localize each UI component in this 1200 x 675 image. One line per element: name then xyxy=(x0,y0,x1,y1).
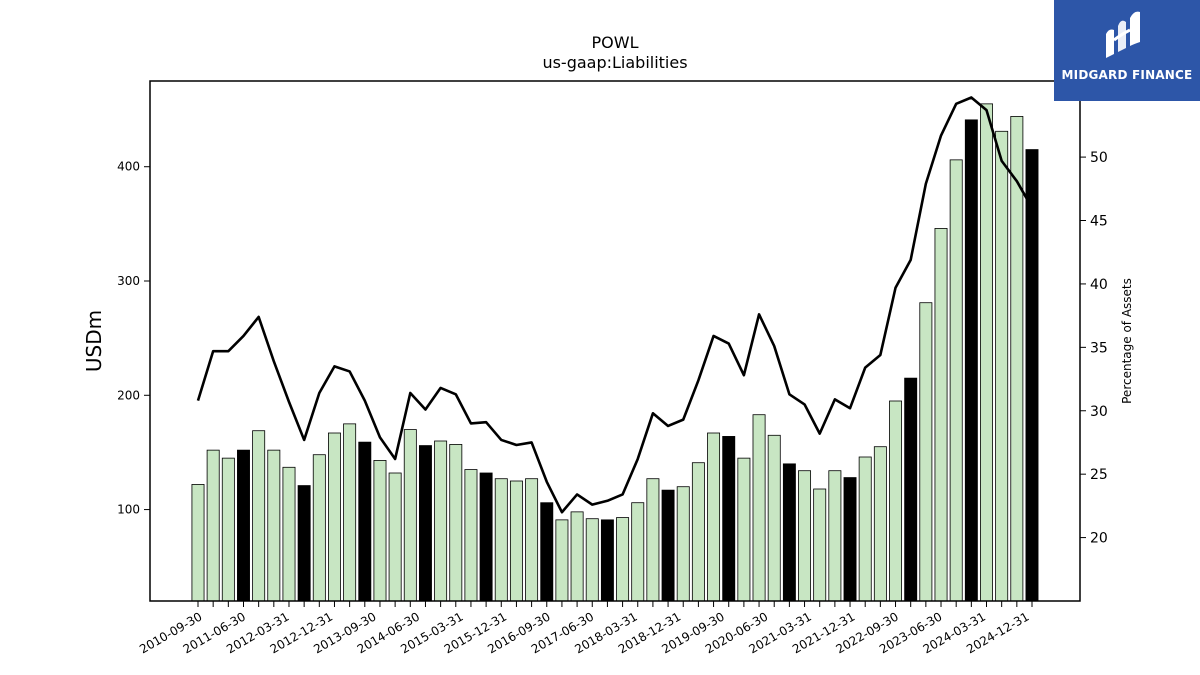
bar-2023-12-31 xyxy=(995,130,1009,602)
bar-2023-09-30 xyxy=(980,103,993,602)
y-axis-label: USDm xyxy=(82,310,106,372)
bar-2019-12-31 xyxy=(752,414,766,602)
bar-2013-06-30 xyxy=(358,441,372,602)
bar-2017-12-31 xyxy=(631,502,645,602)
bar-2022-03-31 xyxy=(889,400,902,602)
bar-2022-06-30 xyxy=(904,377,918,602)
bar-2020-12-31 xyxy=(813,488,827,602)
bar-2018-09-30 xyxy=(676,486,690,602)
bar-2022-12-31 xyxy=(934,228,948,602)
bar-2018-03-31 xyxy=(646,478,660,602)
bar-2017-03-31 xyxy=(585,518,599,602)
chart-title: POWL xyxy=(592,33,639,52)
brand-logo: MIDGARD FINANCE xyxy=(1054,0,1200,101)
bar-2024-06-30 xyxy=(1025,149,1039,602)
bar-2012-03-31 xyxy=(282,466,296,602)
bar-2010-12-31 xyxy=(206,449,220,602)
bar-2023-03-31 xyxy=(949,159,963,602)
y2-axis-label: Percentage of Assets xyxy=(1120,278,1134,404)
y-tick-label-100: 100 xyxy=(117,503,140,517)
bar-2019-03-31 xyxy=(707,432,721,602)
logo-text: MIDGARD FINANCE xyxy=(1061,68,1193,82)
bar-2015-06-30 xyxy=(479,472,493,602)
bar-2014-03-31 xyxy=(403,429,417,602)
bar-2016-06-30 xyxy=(540,502,554,602)
bar-2018-12-31 xyxy=(691,462,705,602)
bar-2019-06-30 xyxy=(722,436,736,602)
line-series-percentage-of-assets xyxy=(196,96,1034,514)
y-tick-label-300: 300 xyxy=(117,274,140,288)
bar-2012-06-30 xyxy=(297,485,311,602)
y2-tick-label-35: 35 xyxy=(1090,340,1108,356)
bar-2012-09-30 xyxy=(312,454,326,602)
bar-2020-03-31 xyxy=(767,434,781,602)
plot-frame xyxy=(149,80,1081,602)
bar-2015-03-31 xyxy=(464,469,478,602)
bar-2011-12-31 xyxy=(267,449,281,602)
bar-2014-09-30 xyxy=(434,440,448,602)
bar-2020-06-30 xyxy=(782,463,796,602)
bar-2021-06-30 xyxy=(843,477,857,602)
bar-2016-12-31 xyxy=(570,511,584,602)
y2-tick-label-25: 25 xyxy=(1090,467,1108,483)
bar-2014-06-30 xyxy=(418,445,432,602)
bar-2011-03-31 xyxy=(221,457,235,602)
y2-tick-label-30: 30 xyxy=(1090,404,1108,420)
bar-2013-12-31 xyxy=(388,472,402,602)
bar-2020-09-30 xyxy=(798,470,812,602)
y2-tick-label-45: 45 xyxy=(1090,214,1108,230)
bar-2010-09-30 xyxy=(191,484,205,602)
line-layer xyxy=(196,96,1034,514)
logo-mark-icon xyxy=(1106,11,1140,58)
bar-2015-12-31 xyxy=(509,480,523,602)
bar-2021-12-31 xyxy=(873,446,887,602)
y2-tick-label-50: 50 xyxy=(1090,150,1108,166)
y2-tick-label-40: 40 xyxy=(1090,277,1108,293)
bar-2018-06-30 xyxy=(661,489,675,602)
bar-2017-09-30 xyxy=(616,517,630,602)
bar-2014-12-31 xyxy=(449,444,463,602)
bars-group xyxy=(191,103,1039,602)
bar-2022-09-30 xyxy=(919,302,933,602)
bar-2015-09-30 xyxy=(494,478,508,602)
bar-2011-06-30 xyxy=(237,449,250,602)
bar-2013-09-30 xyxy=(373,460,387,602)
bar-2011-09-30 xyxy=(252,430,266,602)
bar-2021-03-31 xyxy=(828,470,842,602)
y-tick-label-200: 200 xyxy=(117,388,140,402)
bar-2012-12-31 xyxy=(328,432,341,602)
chart-subtitle: us-gaap:Liabilities xyxy=(542,53,687,72)
bar-2017-06-30 xyxy=(600,519,614,602)
y2-tick-label-20: 20 xyxy=(1090,531,1108,547)
bar-2013-03-31 xyxy=(343,423,357,602)
y-tick-label-400: 400 xyxy=(117,160,140,174)
bar-2019-09-30 xyxy=(737,457,751,602)
bar-2021-09-30 xyxy=(858,456,872,602)
bar-2023-06-30 xyxy=(964,119,978,602)
bar-2016-09-30 xyxy=(555,519,569,602)
bar-2016-03-31 xyxy=(525,478,539,602)
